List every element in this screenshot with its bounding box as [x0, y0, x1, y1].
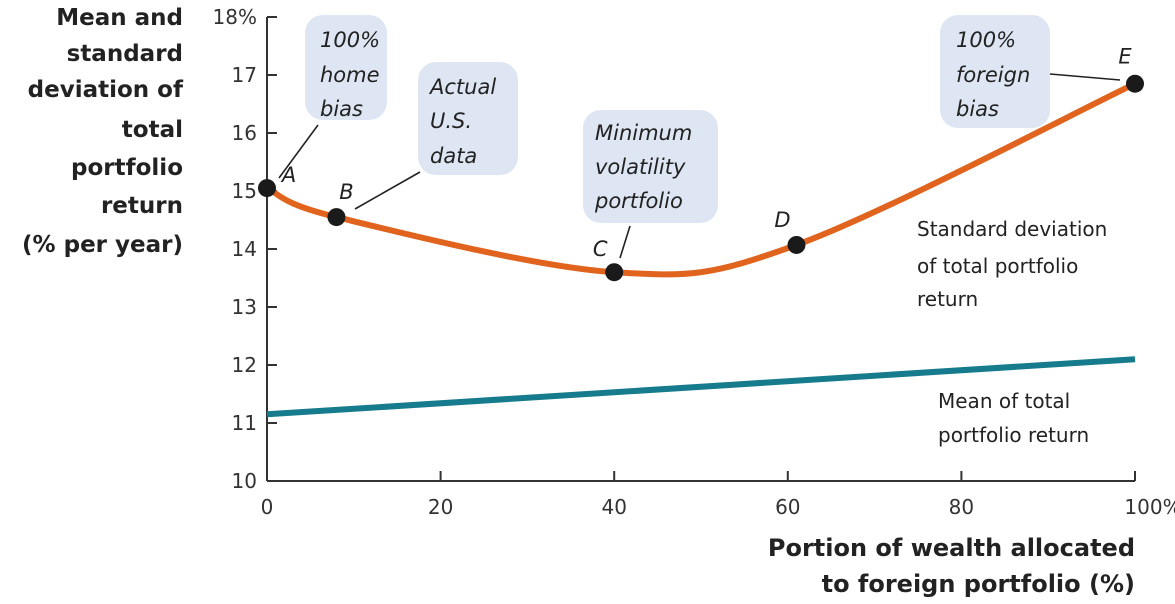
mean-series-label: portfolio return	[938, 423, 1089, 447]
data-point-d	[787, 235, 806, 254]
y-axis-title-line: deviation of	[28, 77, 184, 103]
y-tick-label: 11	[232, 411, 257, 435]
annotation-text: portfolio	[594, 189, 683, 213]
y-tick-label: 14	[232, 237, 257, 261]
annotation-box	[418, 62, 518, 175]
annotation-text: foreign	[956, 63, 1030, 87]
x-tick-label: 80	[949, 495, 974, 519]
y-tick-label: 13	[232, 295, 257, 319]
leader-line	[619, 225, 631, 259]
data-point-e	[1126, 74, 1144, 93]
y-tick-label: 10	[232, 469, 257, 493]
annotation-box	[940, 15, 1050, 128]
y-tick-label: 12	[232, 353, 257, 377]
leader-line	[354, 171, 421, 210]
annotation-text: bias	[320, 97, 363, 121]
annotation-text: home	[320, 63, 380, 87]
x-axis-title-line: Portion of wealth allocated	[768, 534, 1135, 562]
annotation-text: Minimum	[595, 121, 692, 145]
annotation-text: data	[430, 144, 477, 168]
leader-line	[278, 124, 319, 179]
annotation-text: U.S.	[430, 109, 472, 133]
y-axis-title: Mean and standard deviation of total portfol…	[22, 5, 184, 258]
std-dev-series-label: Standard deviation	[917, 217, 1107, 241]
annotation-text: volatility	[595, 155, 686, 179]
y-axis-title-line: (% per year)	[22, 232, 183, 258]
point-label: C	[593, 237, 608, 261]
y-axis-title-line: portfolio	[71, 155, 183, 181]
mean-line	[266, 356, 1136, 418]
x-tick-label: 100%	[1124, 495, 1175, 519]
point-label: B	[339, 180, 353, 204]
y-axis-title-line: standard	[67, 41, 183, 67]
annotation-box	[305, 15, 387, 120]
y-axis-title-line: return	[101, 193, 183, 219]
x-tick-label: 20	[428, 495, 453, 519]
std-dev-series-label: of total portfolio	[917, 254, 1078, 278]
x-tick-label: 60	[775, 495, 800, 519]
y-axis-title-line: total	[122, 117, 183, 143]
leader-line	[1049, 73, 1121, 81]
y-tick-label: 17	[232, 63, 257, 87]
mean-series-label: Mean of total	[938, 389, 1070, 413]
annotations: 100% home bias Actual U.S. data Minimum volatil…	[278, 15, 1121, 259]
point-label: A	[280, 163, 296, 187]
annotation-box	[583, 110, 718, 223]
annotation-text: 100%	[320, 28, 380, 52]
series-labels: Standard deviation of total portfolio retu…	[917, 217, 1107, 447]
y-tick-label: 16	[232, 121, 257, 145]
std-dev-series-label: return	[917, 287, 978, 311]
y-axis-title-line: Mean and	[56, 5, 183, 31]
annotation-text: bias	[956, 97, 999, 121]
data-point-b	[327, 208, 346, 227]
annotation-text: Actual	[428, 75, 496, 99]
point-label: E	[1118, 45, 1132, 69]
series: A B C D E	[258, 45, 1144, 418]
x-tick-label: 40	[601, 495, 626, 519]
axes: 10 11 12 13 14 15 16 17 18% 0 20 40 60 80 100%	[213, 5, 1175, 519]
data-point-a	[258, 179, 276, 198]
y-tick-label: 15	[232, 179, 257, 203]
x-axis-title-line: to foreign portfolio (%)	[822, 570, 1135, 598]
point-label: D	[774, 208, 790, 232]
x-tick-label: 0	[261, 495, 274, 519]
annotation-text: 100%	[956, 28, 1016, 52]
x-axis-title: Portion of wealth allocated to foreign po…	[768, 534, 1135, 598]
y-tick-label: 18%	[213, 5, 257, 29]
data-point-c	[605, 263, 624, 282]
